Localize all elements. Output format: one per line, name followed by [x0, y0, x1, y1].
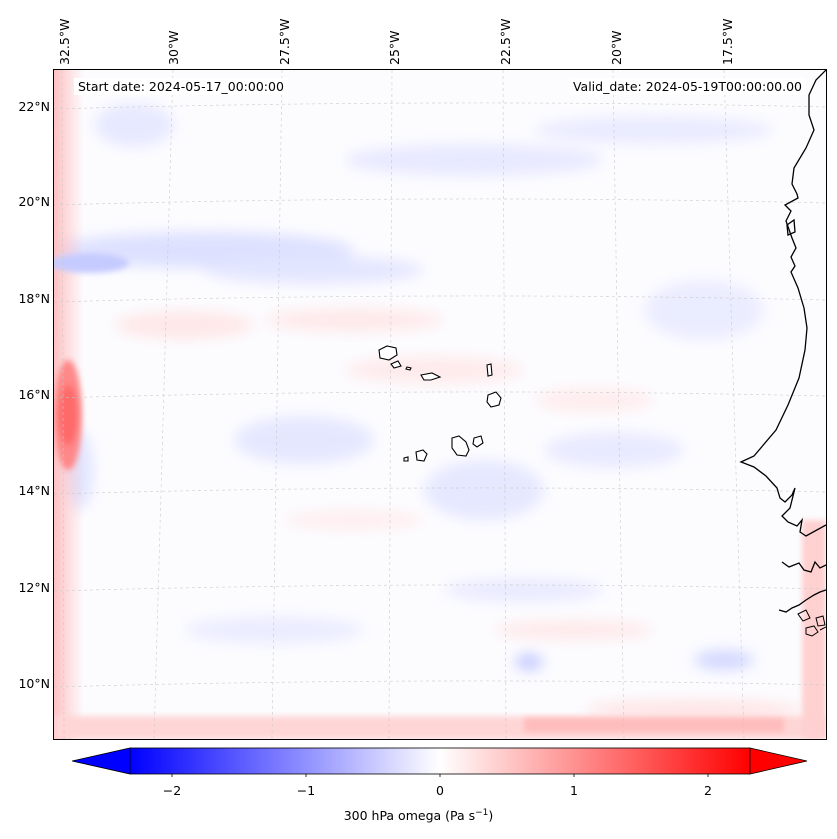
lon-label: 27.5°W	[277, 18, 292, 65]
valid-date-label: Valid_date: 2024-05-19T00:00:00.00	[568, 78, 806, 95]
colorbar-label: 300 hPa omega (Pa s−1)	[0, 808, 837, 823]
lat-label: 14°N	[18, 483, 50, 498]
colorbar-tick-label: −2	[162, 783, 182, 798]
lat-label: 16°N	[18, 387, 50, 402]
lat-label: 10°N	[18, 676, 50, 691]
colorbar-tick-marks	[171, 774, 709, 777]
boundary-artifacts	[54, 70, 826, 739]
colorbar	[72, 747, 808, 777]
colorbar-tick-label: −1	[296, 783, 316, 798]
lat-label: 20°N	[18, 194, 50, 209]
colorbar-tick-label: 0	[436, 783, 444, 798]
field-background	[54, 70, 826, 739]
lon-label: 32.5°W	[57, 18, 72, 65]
islands	[378, 345, 502, 462]
ascent-patches	[54, 103, 774, 670]
colorbar-extend-low	[72, 747, 131, 775]
lat-label: 12°N	[18, 580, 50, 595]
colorbar-tick-label: 1	[570, 783, 578, 798]
lon-label: 17.5°W	[720, 18, 735, 65]
lat-label: 22°N	[18, 99, 50, 114]
colorbar-label-close: )	[488, 808, 494, 824]
start-date-label: Start date: 2024-05-17_00:00:00	[74, 78, 288, 95]
coastline	[739, 70, 826, 613]
gridlines	[54, 70, 826, 739]
small-islands	[797, 609, 826, 637]
colorbar-label-exponent: −1	[475, 808, 489, 818]
descent-patches	[114, 308, 804, 720]
lon-label: 25°W	[387, 30, 402, 65]
colorbar-tick-label: 2	[704, 783, 712, 798]
lon-label: 20°W	[609, 30, 624, 65]
lat-label: 18°N	[18, 291, 50, 306]
colorbar-gradient	[129, 747, 751, 775]
lon-label: 30°W	[166, 30, 181, 65]
colorbar-extend-high	[749, 747, 808, 775]
lon-label: 22.5°W	[498, 18, 513, 65]
omega-field-map	[54, 70, 826, 739]
colorbar-label-text: 300 hPa omega (Pa s	[343, 808, 476, 824]
map-panel: Start date: 2024-05-17_00:00:00 Valid_da…	[53, 69, 827, 740]
